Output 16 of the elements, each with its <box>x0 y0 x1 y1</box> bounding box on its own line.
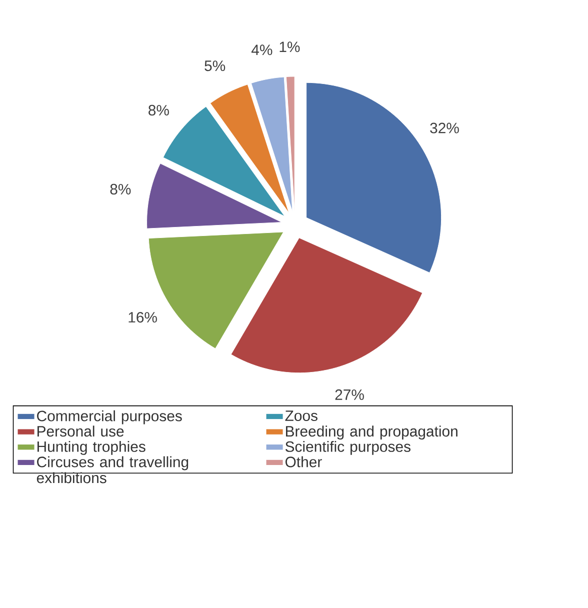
data-label: 5% <box>204 60 226 72</box>
data-label: 4% <box>251 44 272 56</box>
data-label: 16% <box>128 312 157 323</box>
data-label: 1% <box>280 42 300 52</box>
legend-label: Other <box>285 456 322 468</box>
legend-label: Personal use <box>38 426 124 437</box>
legend-label: Breeding and propagation <box>286 426 458 440</box>
data-label: 27% <box>335 389 364 400</box>
legend-label: Circuses and travelling exhibitions <box>36 456 188 484</box>
legend-label: Scientific purposes <box>285 440 410 455</box>
data-label: 32% <box>430 122 459 134</box>
legend-label: Zoos <box>285 410 318 422</box>
legend-label: Hunting trophies <box>38 440 146 455</box>
data-label: 8% <box>148 104 169 116</box>
data-label: 8% <box>110 184 131 194</box>
legend-label: Commercial purposes <box>37 410 182 424</box>
